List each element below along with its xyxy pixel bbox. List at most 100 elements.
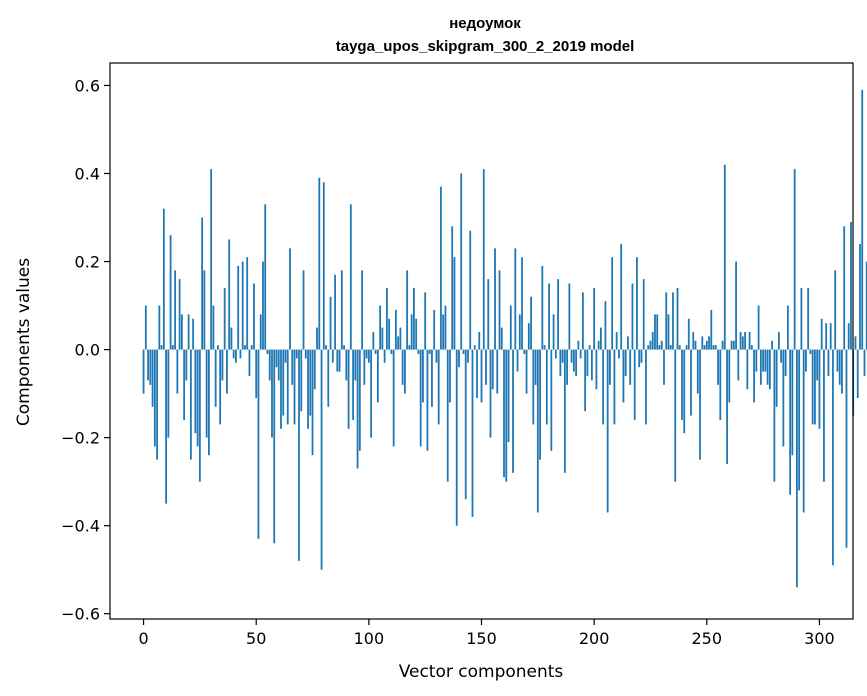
bar xyxy=(719,349,722,421)
bar xyxy=(559,349,562,376)
bar xyxy=(577,340,580,350)
bar xyxy=(266,349,269,354)
bar xyxy=(241,261,244,350)
bar xyxy=(784,349,787,376)
bar xyxy=(532,349,535,425)
bar xyxy=(226,349,228,394)
bar xyxy=(394,309,397,350)
bar xyxy=(192,318,195,350)
bar xyxy=(597,340,600,350)
bar xyxy=(827,349,830,376)
bar xyxy=(530,296,532,350)
bar xyxy=(627,336,629,350)
bar xyxy=(811,349,814,425)
bar xyxy=(316,327,318,350)
bar xyxy=(471,349,474,517)
bar xyxy=(744,331,746,350)
bar xyxy=(568,283,571,350)
bar xyxy=(775,349,778,407)
bar xyxy=(275,349,278,368)
bar xyxy=(277,349,280,381)
bar xyxy=(458,349,460,368)
bar xyxy=(678,345,681,350)
bar xyxy=(322,182,325,350)
bar xyxy=(363,349,366,385)
bar xyxy=(793,169,796,350)
bar xyxy=(485,349,487,385)
bar xyxy=(649,340,652,350)
bar xyxy=(685,345,688,350)
bar xyxy=(863,349,866,376)
bar xyxy=(690,349,692,416)
bar xyxy=(309,349,312,416)
bar xyxy=(293,349,296,425)
bar xyxy=(534,349,537,385)
bar xyxy=(518,314,521,350)
bar xyxy=(284,349,287,363)
bar xyxy=(552,314,555,350)
x-tick-label: 300 xyxy=(804,629,835,648)
bar xyxy=(302,270,305,350)
bar xyxy=(802,349,805,513)
bar xyxy=(149,349,152,385)
bar xyxy=(354,349,357,381)
bar xyxy=(156,349,158,460)
bar xyxy=(665,292,668,350)
bar xyxy=(372,331,375,350)
bar xyxy=(494,248,496,350)
bar xyxy=(705,340,708,350)
bar xyxy=(737,349,740,381)
bar xyxy=(514,248,517,350)
bar xyxy=(735,261,737,350)
bar xyxy=(228,239,231,350)
bar xyxy=(636,257,638,350)
bar xyxy=(818,349,821,429)
bar xyxy=(311,349,314,456)
bar xyxy=(422,349,424,403)
bar xyxy=(467,349,469,363)
bar xyxy=(367,349,370,363)
bar xyxy=(198,349,201,482)
bar xyxy=(349,204,352,350)
bar xyxy=(536,349,539,513)
bar xyxy=(153,349,156,447)
bar xyxy=(239,349,242,359)
bar xyxy=(223,287,226,350)
y-tick-label: 0.4 xyxy=(75,164,100,183)
bar xyxy=(570,349,573,363)
bar xyxy=(575,349,578,376)
bar xyxy=(755,349,758,372)
bar xyxy=(753,349,755,403)
bar xyxy=(832,349,834,566)
bar xyxy=(340,270,343,350)
bar xyxy=(417,349,420,354)
bar xyxy=(548,283,550,350)
bar xyxy=(428,349,431,354)
bar xyxy=(347,349,350,429)
bar xyxy=(343,345,345,350)
bar xyxy=(433,309,436,350)
bar xyxy=(859,243,861,350)
bar xyxy=(426,349,429,451)
x-tick-label: 100 xyxy=(354,629,385,648)
bar xyxy=(151,349,154,407)
bar xyxy=(550,349,553,451)
bars-group xyxy=(142,89,867,588)
bar xyxy=(757,305,760,350)
x-axis-label: Vector components xyxy=(399,662,564,682)
bar xyxy=(498,270,501,350)
bar xyxy=(658,345,661,350)
bar xyxy=(257,349,260,539)
bar xyxy=(640,349,643,363)
bar xyxy=(248,349,251,376)
bar xyxy=(327,349,330,407)
chart-title-line-1: недоумок xyxy=(449,15,521,32)
bar xyxy=(843,226,846,350)
bar xyxy=(144,305,147,350)
bar xyxy=(210,169,213,350)
bar xyxy=(584,349,587,412)
bar xyxy=(431,349,433,407)
bar xyxy=(694,340,697,350)
bar xyxy=(805,349,807,372)
bar xyxy=(376,349,379,403)
